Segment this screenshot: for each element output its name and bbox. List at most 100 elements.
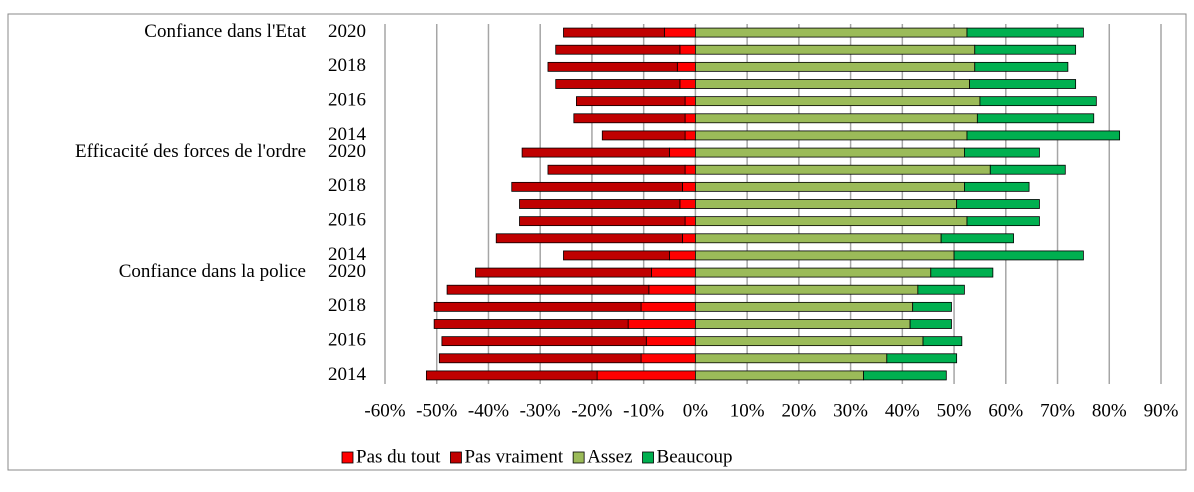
bar [917,284,965,295]
y-tick-label: 2014 [328,124,367,145]
bar [886,353,958,364]
group-label: Confiance dans la police [119,261,306,282]
bar [640,301,696,312]
bar [966,216,1040,227]
bar [555,79,681,89]
bar [909,319,952,329]
bar [695,164,991,175]
bar [676,61,696,72]
x-tick-label: 90% [1144,400,1179,421]
bar [521,147,670,158]
x-tick-label: -30% [520,400,561,421]
bar [563,27,665,38]
bar [966,27,1084,38]
x-tick-label: -60% [364,400,405,421]
bar [627,319,696,329]
group-label: Confiance dans l'Etat [144,21,306,42]
bar [511,181,683,192]
x-tick-label: 30% [833,400,868,421]
bar [684,164,696,175]
bar [964,147,1040,158]
x-tick-label: 70% [1040,400,1075,421]
bar [966,130,1121,141]
bar [576,96,686,107]
bar [555,44,681,55]
bar [695,319,911,329]
bar [912,301,952,312]
bar [964,181,1030,192]
bar [989,164,1066,175]
legend-swatch [642,451,654,464]
x-tick-label: 10% [730,400,765,421]
bar [684,96,696,107]
bar [695,181,965,192]
bar [645,336,696,347]
bar [563,250,670,261]
x-tick-label: 40% [885,400,920,421]
x-tick-label: 60% [988,400,1023,421]
bar [695,250,955,261]
bar [940,233,1014,244]
bar [682,233,696,244]
bar [974,44,1077,55]
bar [441,336,647,347]
bar [684,216,696,227]
bar [695,353,888,364]
bar [695,370,864,381]
bar [695,44,976,55]
legend-label: Pas du tout [356,446,441,467]
y-tick-label: 2016 [328,210,366,231]
bar [956,199,1040,209]
bar [976,113,1095,124]
bar [438,353,642,364]
bar [695,79,970,89]
bar [682,181,696,192]
bar [695,113,978,124]
bar [695,199,958,209]
bar [669,147,696,158]
bar [601,130,686,141]
y-tick-label: 2014 [328,244,367,265]
bar [695,233,942,244]
bar [953,250,1084,261]
bar [695,216,968,227]
y-tick-label: 2018 [328,295,366,316]
legend-label: Assez [587,446,632,467]
y-tick-label: 2016 [328,330,366,351]
x-tick-label: 20% [781,400,816,421]
bar [433,319,629,329]
bar [495,233,683,244]
bar [519,216,686,227]
bar [596,370,696,381]
x-tick-label: 0% [683,400,709,421]
bar [519,199,681,209]
x-tick-label: -40% [468,400,509,421]
bar [547,61,678,72]
bar [695,61,976,72]
bar [695,130,968,141]
bar [684,130,696,141]
bar [695,267,932,278]
bar [930,267,994,278]
bar [695,147,965,158]
bar [648,284,696,295]
bar [669,250,696,261]
x-tick-label: -20% [571,400,612,421]
bar [969,79,1077,89]
x-tick-label: 50% [937,400,972,421]
bar [679,199,696,209]
bar [695,336,924,347]
y-tick-label: 2020 [328,261,366,282]
y-tick-label: 2020 [328,141,366,162]
bar [433,301,642,312]
legend-swatch [450,451,462,464]
bar [974,61,1069,72]
bar [684,113,696,124]
group-label: Efficacité des forces de l'ordre [75,141,306,162]
legend-label: Pas vraiment [464,446,563,467]
bar [425,370,598,381]
y-tick-label: 2018 [328,55,366,76]
bar [573,113,686,124]
legend-label: Beaucoup [657,446,733,467]
